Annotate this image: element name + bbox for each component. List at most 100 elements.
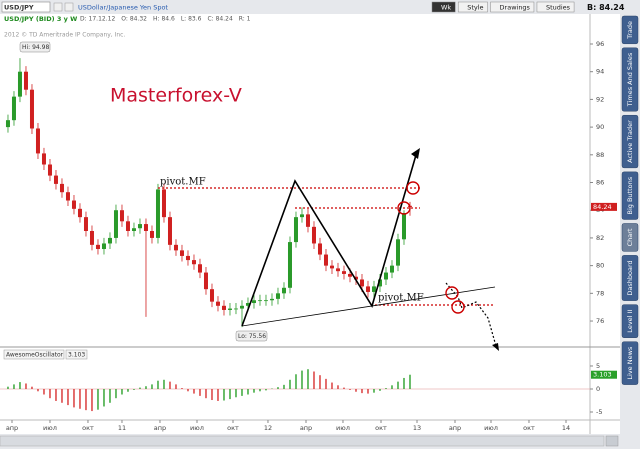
side-tab[interactable] <box>621 47 639 112</box>
side-tab-label[interactable]: Chart <box>626 228 634 246</box>
side-tab-label[interactable]: Level II <box>626 310 634 333</box>
side-tab[interactable] <box>621 171 639 220</box>
quote: D: 17.12.12 O: 84.32 H: 84.6 L: 83.6 C: 84.2… <box>80 16 251 23</box>
side-tab[interactable] <box>621 223 639 252</box>
candle-body <box>173 244 178 251</box>
trend-line <box>241 286 496 327</box>
side-tab-label[interactable]: Active Trader <box>626 120 634 163</box>
candle-body <box>359 279 364 287</box>
candle-body <box>299 214 304 218</box>
icon[interactable] <box>64 2 74 12</box>
candle-body <box>149 230 154 238</box>
candle-body <box>125 221 130 231</box>
candle-body <box>155 189 160 238</box>
candle-body <box>287 242 292 288</box>
side-tab-label[interactable]: Live News <box>626 346 634 380</box>
y-tick-label: 88 <box>596 151 604 159</box>
lo-label: Lo: 75.56 <box>238 333 266 340</box>
study-box[interactable] <box>3 349 65 360</box>
x-tick-label: июл <box>190 424 204 432</box>
candle-body <box>323 254 328 266</box>
annotation: pivot.MF <box>160 177 206 188</box>
candle-body <box>401 212 406 240</box>
signal-circle <box>406 181 420 195</box>
quote-item: D: 17.12.12 <box>80 16 115 23</box>
candle-body <box>215 301 220 306</box>
candle-body <box>29 89 34 129</box>
y-tick-label: 82 <box>596 234 604 242</box>
side-tab[interactable] <box>621 304 639 338</box>
candle-body <box>275 293 280 299</box>
candle-body <box>35 128 40 154</box>
candle-body <box>245 303 250 306</box>
candle-body <box>377 279 382 287</box>
toolbar-button[interactable] <box>536 1 575 13</box>
side-tab-label[interactable]: Dashboard <box>626 260 634 295</box>
study-value-box <box>65 349 88 360</box>
study-name[interactable]: AwesomeOscillator <box>6 352 64 359</box>
symbol[interactable]: USD/JPY <box>4 4 34 12</box>
x-tick-label: 13 <box>413 424 421 432</box>
candle-body <box>347 273 352 277</box>
x-tick-label: апр <box>6 424 18 432</box>
candle-body <box>263 300 268 302</box>
candle-body <box>395 239 400 266</box>
lo-box <box>235 330 268 342</box>
x-tick-label: апр <box>154 424 166 432</box>
y-tick-label: 96 <box>596 40 604 48</box>
icon[interactable] <box>53 2 63 12</box>
candle-body <box>317 243 322 255</box>
quote-item: C: 84.24 <box>207 16 232 23</box>
candle-body <box>203 272 208 290</box>
toolbar-button-label[interactable]: Wk <box>441 4 451 12</box>
side-tab-label[interactable]: Trade <box>626 21 634 40</box>
candle-body <box>47 164 52 176</box>
price-marker-label: 84.24 <box>593 203 612 211</box>
symbol-box[interactable] <box>1 1 51 13</box>
side-tab-label[interactable]: Big Buttons <box>626 176 634 214</box>
scrollbar[interactable] <box>0 435 605 447</box>
candle-body <box>95 244 100 250</box>
candle-body <box>161 189 166 218</box>
x-tick-label: июл <box>43 424 57 432</box>
value-marker-label: 3.103 <box>593 371 612 379</box>
toolbar-button-label[interactable]: Style <box>467 4 483 12</box>
quote-item: H: 84.6 <box>153 16 175 23</box>
y-tick-label: 94 <box>596 68 604 76</box>
side-tab-label[interactable]: Times And Sales <box>626 52 634 107</box>
toolbar-button-label[interactable]: Drawings <box>500 4 531 12</box>
candle-body <box>281 287 286 294</box>
toolbar-button[interactable] <box>457 1 488 13</box>
candle-body <box>335 268 340 272</box>
candle-body <box>311 226 316 244</box>
side-tab[interactable] <box>621 15 639 45</box>
candle-body <box>389 265 394 273</box>
y-tick-label: 92 <box>596 95 604 103</box>
candle-body <box>233 308 238 310</box>
candle-body <box>137 224 142 229</box>
side-tab[interactable] <box>621 255 639 301</box>
candle-body <box>239 305 244 309</box>
toolbar-button[interactable] <box>490 1 535 13</box>
toolbar-button[interactable] <box>431 1 456 13</box>
candle-body <box>371 286 376 292</box>
oscillator-panel: 5 0 -5 3.103 апр июл окт 11 апр июл окт 12 апр июл окт… <box>0 362 617 432</box>
candle-body <box>41 153 46 165</box>
bid: B: 84.24 <box>587 3 625 12</box>
side-tab[interactable] <box>621 341 639 385</box>
signal-circle <box>451 300 465 314</box>
candle-body <box>221 305 226 310</box>
candle-body <box>83 217 88 231</box>
candle-body <box>89 230 94 245</box>
y-tick-label: 90 <box>596 123 604 131</box>
side-tab[interactable] <box>621 114 639 169</box>
candle-body <box>191 260 196 265</box>
toolbar-button-label[interactable]: Studies <box>546 4 571 12</box>
scroll-button[interactable] <box>605 435 619 447</box>
candle-body <box>23 71 28 90</box>
candle-body <box>143 224 148 231</box>
chart-title: Masterforex-V <box>110 85 242 107</box>
candle-body <box>179 250 184 256</box>
x-tick-label: июл <box>484 424 498 432</box>
